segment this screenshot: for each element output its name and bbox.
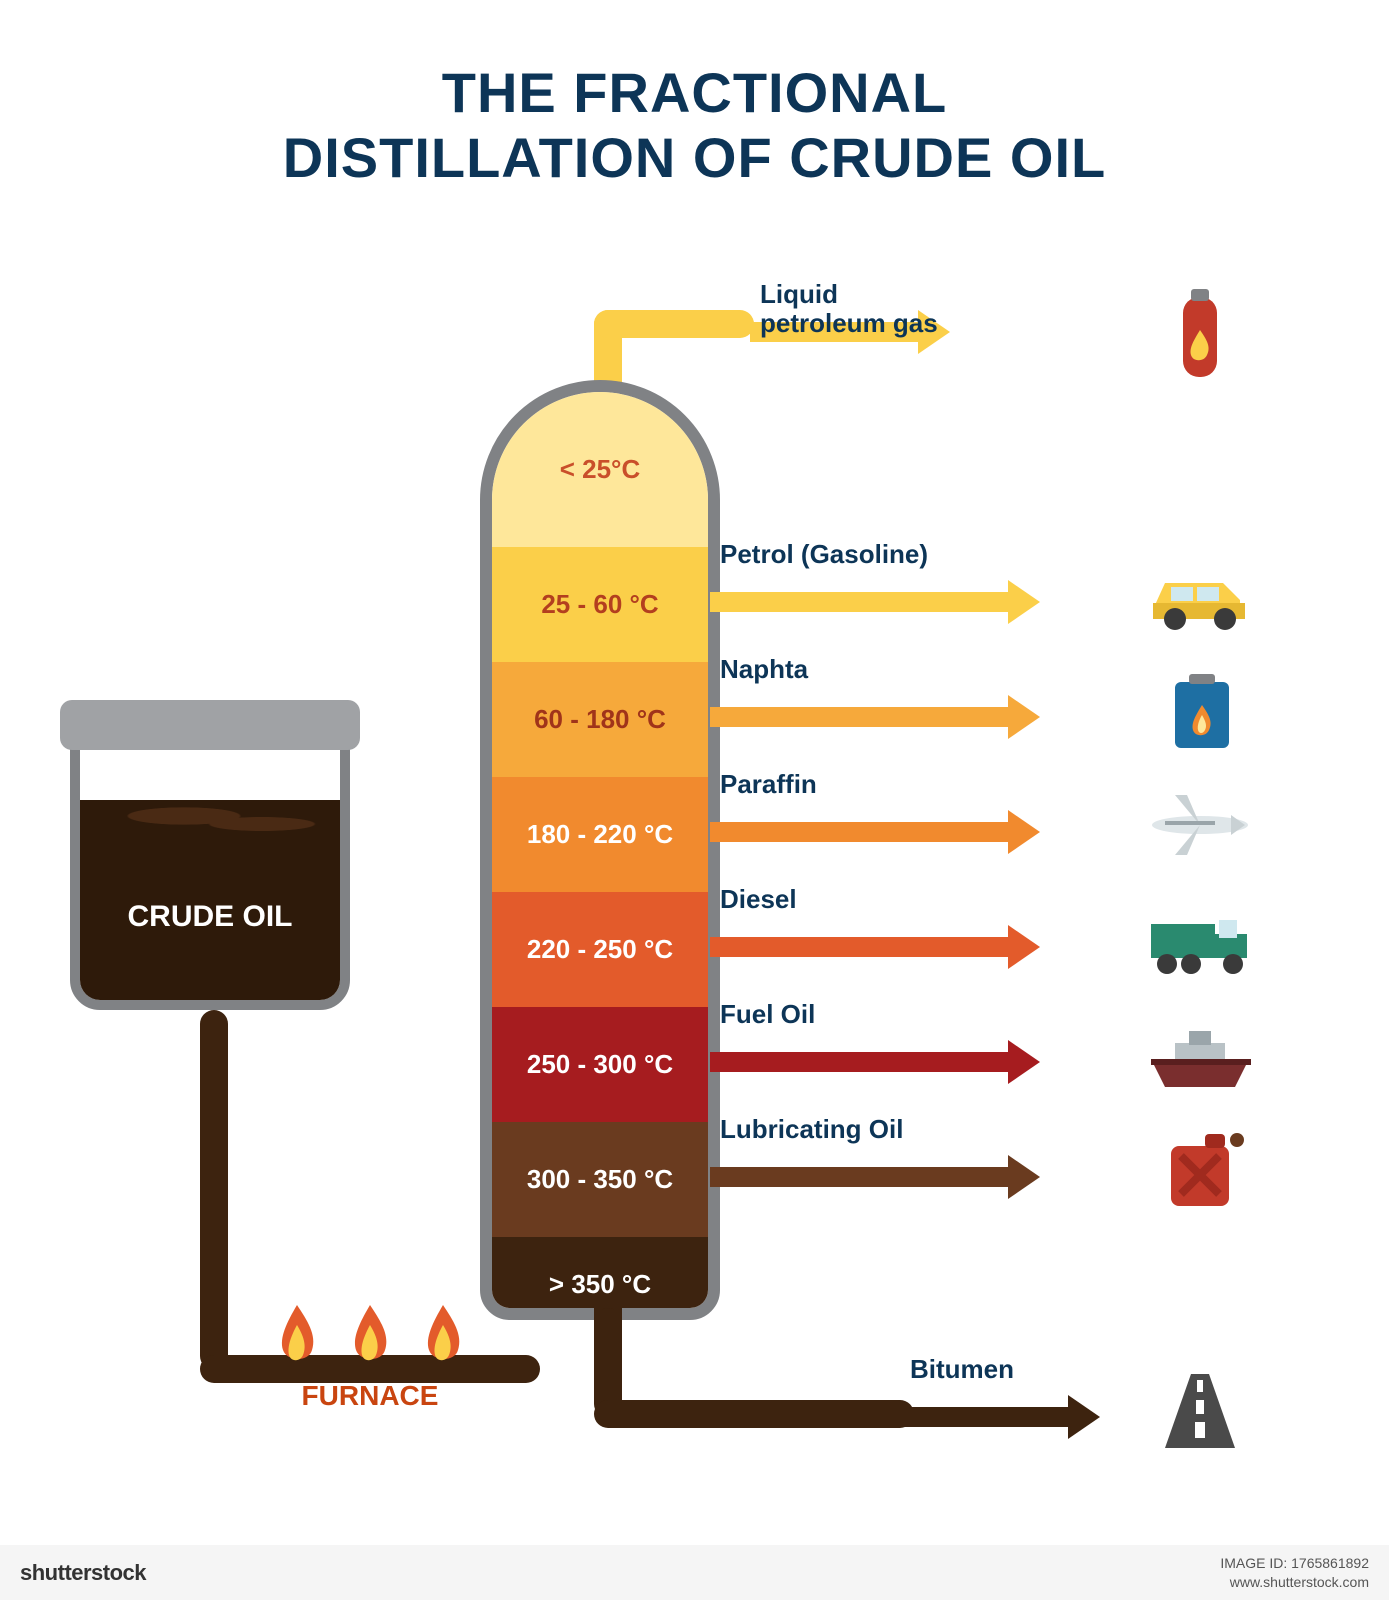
car-icon: [1145, 545, 1255, 645]
flame-icon: [267, 1300, 327, 1370]
furnace-flames: [260, 1300, 480, 1370]
product-label: Liquid petroleum gas: [760, 280, 938, 337]
image-id: 1765861892: [1291, 1555, 1369, 1571]
fraction-band: 250 - 300 °C: [492, 1007, 708, 1122]
fraction-band: 180 - 220 °C: [492, 777, 708, 892]
product-icon-box: [1140, 280, 1260, 390]
shutterstock-logo: shutterstock: [20, 1560, 146, 1586]
furnace-label: FURNACE: [250, 1380, 490, 1412]
product-label: Diesel: [720, 885, 797, 914]
fraction-band: 300 - 350 °C: [492, 1122, 708, 1237]
fraction-band: 25 - 60 °C: [492, 547, 708, 662]
product-icon-box: [1140, 1000, 1260, 1110]
tank-lid: [60, 700, 360, 750]
jerry-can-icon: [1145, 1120, 1255, 1220]
truck-icon: [1145, 890, 1255, 990]
tank-liquid-surface: [80, 800, 340, 840]
output-arrow: [710, 695, 1040, 739]
product-label: Paraffin: [720, 770, 817, 799]
naphta-can-icon: [1145, 660, 1255, 760]
fraction-band: 60 - 180 °C: [492, 662, 708, 777]
footer-meta: IMAGE ID: 1765861892 www.shutterstock.co…: [1220, 1554, 1369, 1590]
output-arrow: [710, 810, 1040, 854]
product-label: Bitumen: [910, 1355, 1014, 1384]
product-icon-box: [1140, 1115, 1260, 1225]
output-arrow: [710, 925, 1040, 969]
output-arrow: [710, 580, 1040, 624]
output-arrow: [710, 1040, 1040, 1084]
product-label: Lubricating Oil: [720, 1115, 903, 1144]
title-line-2: DISTILLATION OF CRUDE OIL: [0, 125, 1389, 190]
road-icon: [1145, 1360, 1255, 1460]
product-icon-box: [1140, 540, 1260, 650]
product-icon-box: [1140, 770, 1260, 880]
output-arrow: [900, 1395, 1100, 1439]
crude-oil-tank: CRUDE OIL: [70, 700, 350, 1010]
bitumen-pipe-horizontal: [594, 1400, 914, 1428]
product-label: Fuel Oil: [720, 1000, 815, 1029]
product-icon-box: [1140, 655, 1260, 765]
distillation-diagram: < 25°C25 - 60 °C60 - 180 °C180 - 220 °C2…: [0, 280, 1389, 1500]
gas-cylinder-icon: [1145, 285, 1255, 385]
plane-icon: [1145, 775, 1255, 875]
output-arrow: [710, 1155, 1040, 1199]
image-id-label: IMAGE ID:: [1220, 1555, 1287, 1571]
fractionating-column: < 25°C25 - 60 °C60 - 180 °C180 - 220 °C2…: [480, 380, 720, 1320]
product-label: Petrol (Gasoline): [720, 540, 928, 569]
page-title: THE FRACTIONAL DISTILLATION OF CRUDE OIL: [0, 60, 1389, 190]
product-label: Naphta: [720, 655, 808, 684]
stock-footer: shutterstock IMAGE ID: 1765861892 www.sh…: [0, 1545, 1389, 1600]
ship-icon: [1145, 1005, 1255, 1105]
fraction-band: 220 - 250 °C: [492, 892, 708, 1007]
product-icon-box: [1140, 885, 1260, 995]
flame-icon: [413, 1300, 473, 1370]
product-icon-box: [1140, 1355, 1260, 1465]
fraction-band: < 25°C: [492, 392, 708, 547]
flame-icon: [340, 1300, 400, 1370]
footer-site: www.shutterstock.com: [1220, 1573, 1369, 1591]
tank-body: CRUDE OIL: [70, 740, 350, 1010]
feed-pipe-vertical: [200, 1010, 228, 1370]
tank-label: CRUDE OIL: [80, 900, 340, 934]
title-line-1: THE FRACTIONAL: [0, 60, 1389, 125]
top-outlet-pipe-horizontal: [594, 310, 754, 338]
